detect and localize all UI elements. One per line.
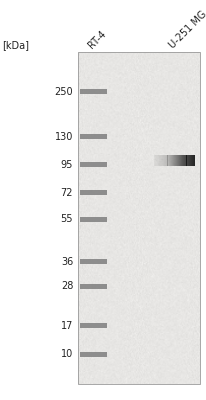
Bar	[173, 155, 174, 166]
Bar	[170, 155, 171, 166]
Bar	[182, 155, 183, 166]
Bar	[188, 155, 189, 166]
Bar	[168, 155, 169, 166]
Text: 17: 17	[61, 320, 73, 330]
Bar	[161, 155, 162, 166]
Bar	[193, 155, 194, 166]
Bar	[192, 155, 193, 166]
Bar	[156, 155, 157, 166]
Bar	[169, 155, 170, 166]
Text: 28: 28	[61, 281, 73, 291]
Bar	[80, 162, 107, 168]
Bar	[178, 155, 179, 166]
Bar	[194, 155, 195, 166]
Text: 55: 55	[61, 214, 73, 224]
Text: 250: 250	[55, 87, 73, 97]
Bar	[180, 155, 181, 166]
Bar	[165, 155, 166, 166]
Bar	[191, 155, 192, 166]
Bar	[166, 155, 167, 166]
Bar	[174, 155, 175, 166]
Bar	[158, 155, 159, 166]
Text: U-251 MG: U-251 MG	[167, 9, 206, 50]
Bar	[155, 155, 156, 166]
Bar	[157, 155, 158, 166]
Text: 95: 95	[61, 160, 73, 170]
Bar	[186, 155, 187, 166]
Bar	[78, 52, 200, 384]
Bar	[176, 155, 177, 166]
Bar	[189, 155, 190, 166]
Bar	[160, 155, 161, 166]
Bar	[163, 155, 164, 166]
Bar	[167, 155, 168, 166]
Text: 72: 72	[61, 188, 73, 198]
Bar	[183, 155, 184, 166]
Bar	[181, 155, 182, 166]
Bar	[182, 155, 183, 166]
Bar	[80, 352, 107, 357]
Bar	[154, 155, 155, 166]
Bar	[162, 155, 163, 166]
Bar	[80, 89, 107, 94]
Bar	[80, 190, 107, 195]
Bar	[80, 259, 107, 264]
Text: [kDa]: [kDa]	[2, 40, 29, 50]
Bar	[187, 155, 188, 166]
Text: RT-4: RT-4	[87, 28, 108, 50]
Bar	[184, 155, 185, 166]
Bar	[80, 217, 107, 222]
Text: 36: 36	[61, 257, 73, 267]
Bar	[183, 155, 184, 166]
Bar	[80, 284, 107, 289]
Bar	[179, 155, 180, 166]
Bar	[171, 155, 172, 166]
Bar	[175, 155, 176, 166]
Text: 130: 130	[55, 132, 73, 142]
Bar	[177, 155, 178, 166]
Bar	[159, 155, 160, 166]
Bar	[164, 155, 165, 166]
Text: 10: 10	[61, 349, 73, 359]
Bar	[190, 155, 191, 166]
Bar	[172, 155, 173, 166]
Bar	[80, 134, 107, 139]
Bar	[80, 323, 107, 328]
Bar	[185, 155, 186, 166]
